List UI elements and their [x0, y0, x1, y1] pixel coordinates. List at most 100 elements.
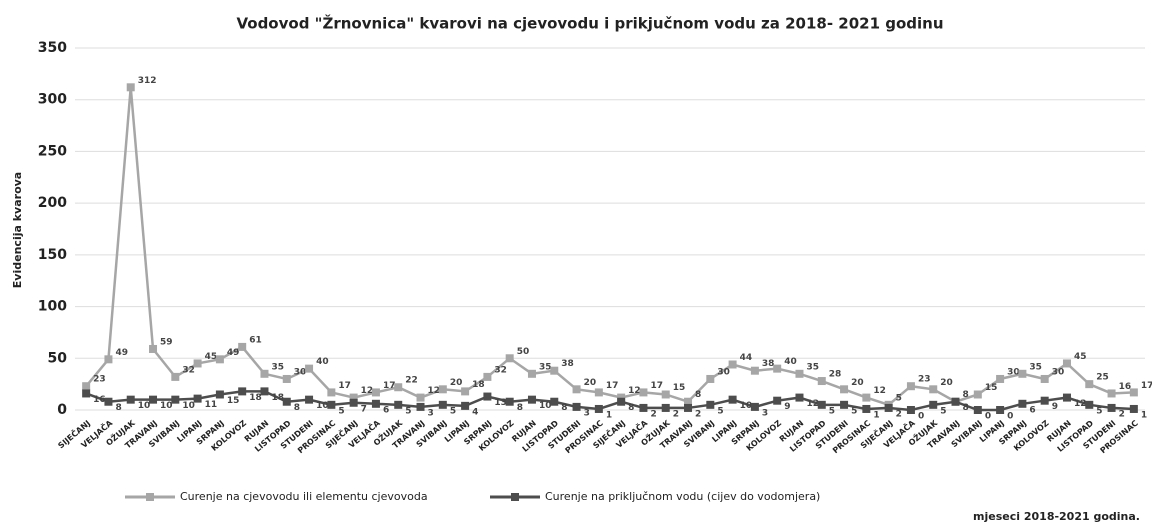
- data-label: 15: [673, 383, 686, 393]
- y-tick-label: 200: [38, 195, 67, 211]
- marker: [639, 388, 648, 397]
- data-label: 38: [561, 359, 574, 369]
- data-label: 40: [316, 357, 329, 367]
- data-label: 20: [584, 378, 597, 388]
- marker: [684, 403, 693, 412]
- legend-marker: [511, 493, 519, 501]
- data-label: 15: [227, 396, 240, 406]
- marker: [929, 385, 938, 394]
- marker: [104, 397, 113, 406]
- marker: [1085, 380, 1094, 389]
- marker: [193, 359, 202, 368]
- x-axis-label: mjeseci 2018-2021 godina.: [973, 510, 1140, 523]
- marker: [840, 400, 849, 409]
- data-label: 1: [1141, 410, 1147, 420]
- marker: [1040, 396, 1049, 405]
- data-label: 1: [606, 410, 612, 420]
- data-label: 12: [428, 386, 441, 396]
- data-label: 30: [1007, 367, 1020, 377]
- marker: [149, 344, 158, 353]
- data-label: 35: [1029, 362, 1042, 372]
- marker: [750, 402, 759, 411]
- data-label: 15: [985, 383, 998, 393]
- data-label: 5: [405, 406, 411, 416]
- data-label: 6: [1029, 405, 1035, 415]
- y-tick-label: 50: [48, 350, 68, 366]
- data-label: 10: [182, 401, 195, 411]
- data-label: 17: [650, 381, 663, 391]
- marker: [728, 395, 737, 404]
- data-label: 38: [762, 359, 775, 369]
- marker: [750, 366, 759, 375]
- marker: [394, 383, 403, 392]
- data-label: 8: [294, 403, 300, 413]
- data-label: 3: [584, 408, 590, 418]
- data-label: 2: [650, 409, 656, 419]
- marker: [862, 404, 871, 413]
- marker: [193, 394, 202, 403]
- data-label: 5: [450, 406, 456, 416]
- data-label: 30: [1052, 367, 1065, 377]
- data-label: 45: [1074, 352, 1087, 362]
- marker: [929, 400, 938, 409]
- data-label: 6: [383, 405, 389, 415]
- marker: [795, 369, 804, 378]
- marker: [706, 400, 715, 409]
- data-label: 8: [115, 403, 121, 413]
- marker: [305, 364, 314, 373]
- marker: [215, 390, 224, 399]
- marker: [349, 398, 358, 407]
- data-label: 16: [1119, 382, 1132, 392]
- marker: [82, 389, 91, 398]
- data-label: 0: [918, 412, 924, 422]
- marker: [483, 392, 492, 401]
- marker: [817, 400, 826, 409]
- marker: [1018, 399, 1027, 408]
- data-label: 5: [829, 406, 835, 416]
- data-label: 12: [1074, 399, 1087, 409]
- marker: [238, 342, 247, 351]
- marker: [327, 400, 336, 409]
- data-label: 2: [896, 409, 902, 419]
- marker: [996, 374, 1005, 383]
- marker: [728, 360, 737, 369]
- data-label: 5: [338, 406, 344, 416]
- data-label: 49: [227, 348, 240, 358]
- data-label: 2: [695, 409, 701, 419]
- data-label: 3: [762, 408, 768, 418]
- marker: [505, 354, 514, 363]
- data-label: 2: [1119, 409, 1125, 419]
- data-label: 23: [93, 375, 106, 385]
- data-label: 7: [361, 404, 367, 414]
- data-label: 44: [740, 353, 753, 363]
- marker: [416, 402, 425, 411]
- data-label: 8: [628, 403, 634, 413]
- data-label: 59: [160, 337, 173, 347]
- series-line: [85, 87, 1134, 407]
- marker: [126, 395, 135, 404]
- marker: [1018, 369, 1027, 378]
- y-tick-label: 250: [38, 143, 67, 159]
- data-label: 11: [205, 400, 218, 410]
- marker: [461, 401, 470, 410]
- data-label: 45: [205, 352, 218, 362]
- data-label: 17: [606, 381, 619, 391]
- data-label: 5: [1096, 406, 1102, 416]
- data-label: 25: [1096, 373, 1109, 383]
- data-label: 12: [873, 386, 886, 396]
- data-label: 13: [494, 398, 507, 408]
- marker: [684, 397, 693, 406]
- data-label: 1: [873, 410, 879, 420]
- marker: [817, 377, 826, 386]
- data-label: 17: [383, 381, 396, 391]
- marker: [305, 395, 314, 404]
- marker: [572, 385, 581, 394]
- y-tick-label: 150: [38, 247, 67, 263]
- data-label: 61: [249, 335, 262, 345]
- data-label: 50: [517, 347, 530, 357]
- data-label: 20: [450, 378, 463, 388]
- data-label: 22: [405, 376, 418, 386]
- marker: [438, 385, 447, 394]
- marker: [973, 390, 982, 399]
- data-label: 5: [851, 406, 857, 416]
